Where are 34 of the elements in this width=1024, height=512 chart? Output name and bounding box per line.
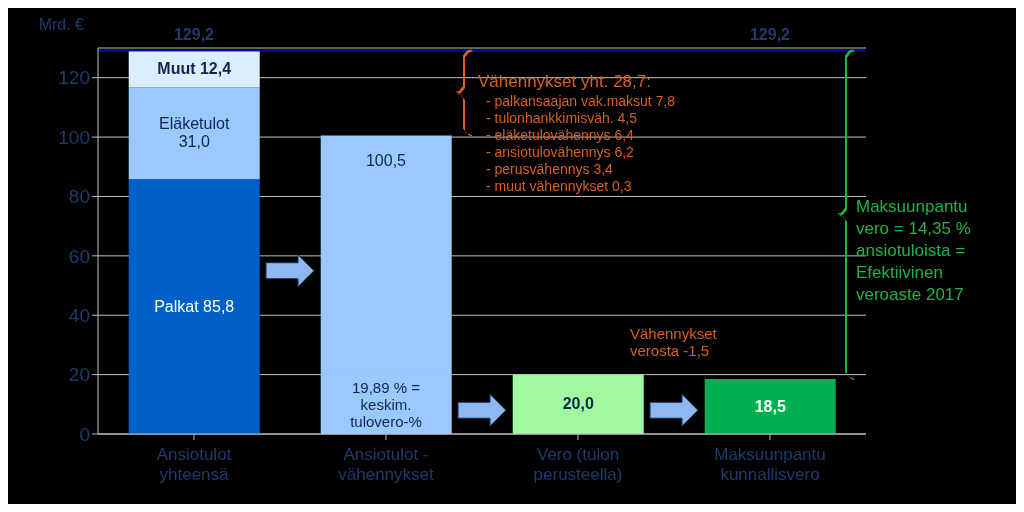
bar	[512, 374, 644, 434]
annotation: 100,5	[365, 151, 407, 169]
annotation: - tulonhankkimisväh. 4,5	[486, 110, 637, 126]
annotation: - palkansaajan vak.maksut 7,8	[486, 93, 676, 109]
y-tick-label: 120	[58, 67, 90, 89]
bar	[128, 87, 260, 180]
annotation: 19,89 % = keskim. tulovero-%	[350, 378, 422, 430]
annotation: - eläketulovähennys 6,4	[486, 127, 634, 143]
data-label: 20,0	[562, 395, 594, 413]
x-tick-label: Ansiotulot - vähennykset	[338, 445, 434, 484]
data-label: Eläketulot 31,0	[159, 115, 230, 151]
y-tick-label: 100	[58, 126, 90, 148]
annotation: - perusvähennys 3,4	[486, 161, 613, 177]
y-tick-label: 0	[79, 423, 90, 445]
y-tick-label: 40	[68, 304, 90, 326]
y-tick-label: 20	[68, 364, 90, 386]
ref-line-label: 129,2	[173, 26, 215, 44]
x-tick-label: Maksuunpantu kunnallisvero	[714, 445, 826, 484]
x-tick-label: Vero (tulon perusteella)	[533, 445, 623, 484]
x-tick-label: Ansiotulot yhteensä	[156, 445, 232, 484]
annotation: Maksuunpantu vero = 14,35 % ansiotuloista = Efektiivinen veroaste 2017	[856, 196, 972, 307]
annotation: - muut vähennykset 0,3	[486, 178, 632, 194]
y-tick-label: 80	[68, 186, 90, 208]
annotation: Vähennykset verosta -1,5	[630, 324, 718, 359]
bar	[704, 379, 836, 434]
y-axis-title: Mrd. €	[38, 16, 85, 33]
annotation: 129,2	[749, 26, 791, 44]
annotation: - ansiotulovähennys 6,2	[486, 144, 634, 160]
data-label: Muut 12,4	[157, 59, 232, 77]
data-label: 18,5	[754, 397, 786, 415]
bar	[128, 179, 260, 434]
data-label: Palkat 85,8	[154, 297, 235, 315]
y-tick-label: 60	[68, 245, 90, 267]
annotation: Vähennykset yht. 28,7:	[478, 72, 651, 92]
